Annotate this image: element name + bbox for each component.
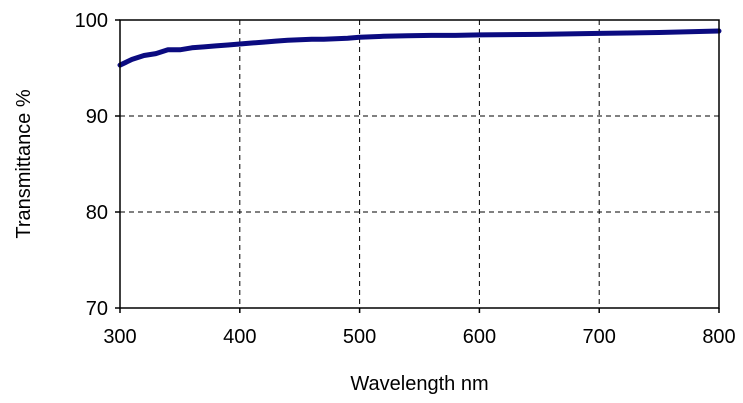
y-tick-label: 90: [86, 106, 108, 128]
y-tick-label: 80: [86, 202, 108, 224]
x-tick-label: 800: [702, 326, 735, 348]
plot-area-frame: [119, 19, 720, 309]
x-tick-label: 600: [463, 326, 496, 348]
y-tick-labels: 70 80 90 100: [75, 10, 120, 320]
x-tick-label: 400: [223, 326, 256, 348]
grid-lines: [120, 20, 719, 308]
series-line-0: [117, 28, 722, 68]
y-tick-label: 100: [75, 10, 108, 32]
x-tick-label: 700: [583, 326, 616, 348]
x-tick-label: 300: [103, 326, 136, 348]
series-layer: [117, 28, 722, 68]
y-tick-label: 70: [86, 298, 108, 320]
x-axis-title: Wavelength nm: [350, 373, 488, 395]
x-tick-labels: 300 400 500 600 700 800: [103, 308, 736, 348]
x-tick-label: 500: [343, 326, 376, 348]
y-axis-title: Transmittance %: [13, 89, 35, 239]
